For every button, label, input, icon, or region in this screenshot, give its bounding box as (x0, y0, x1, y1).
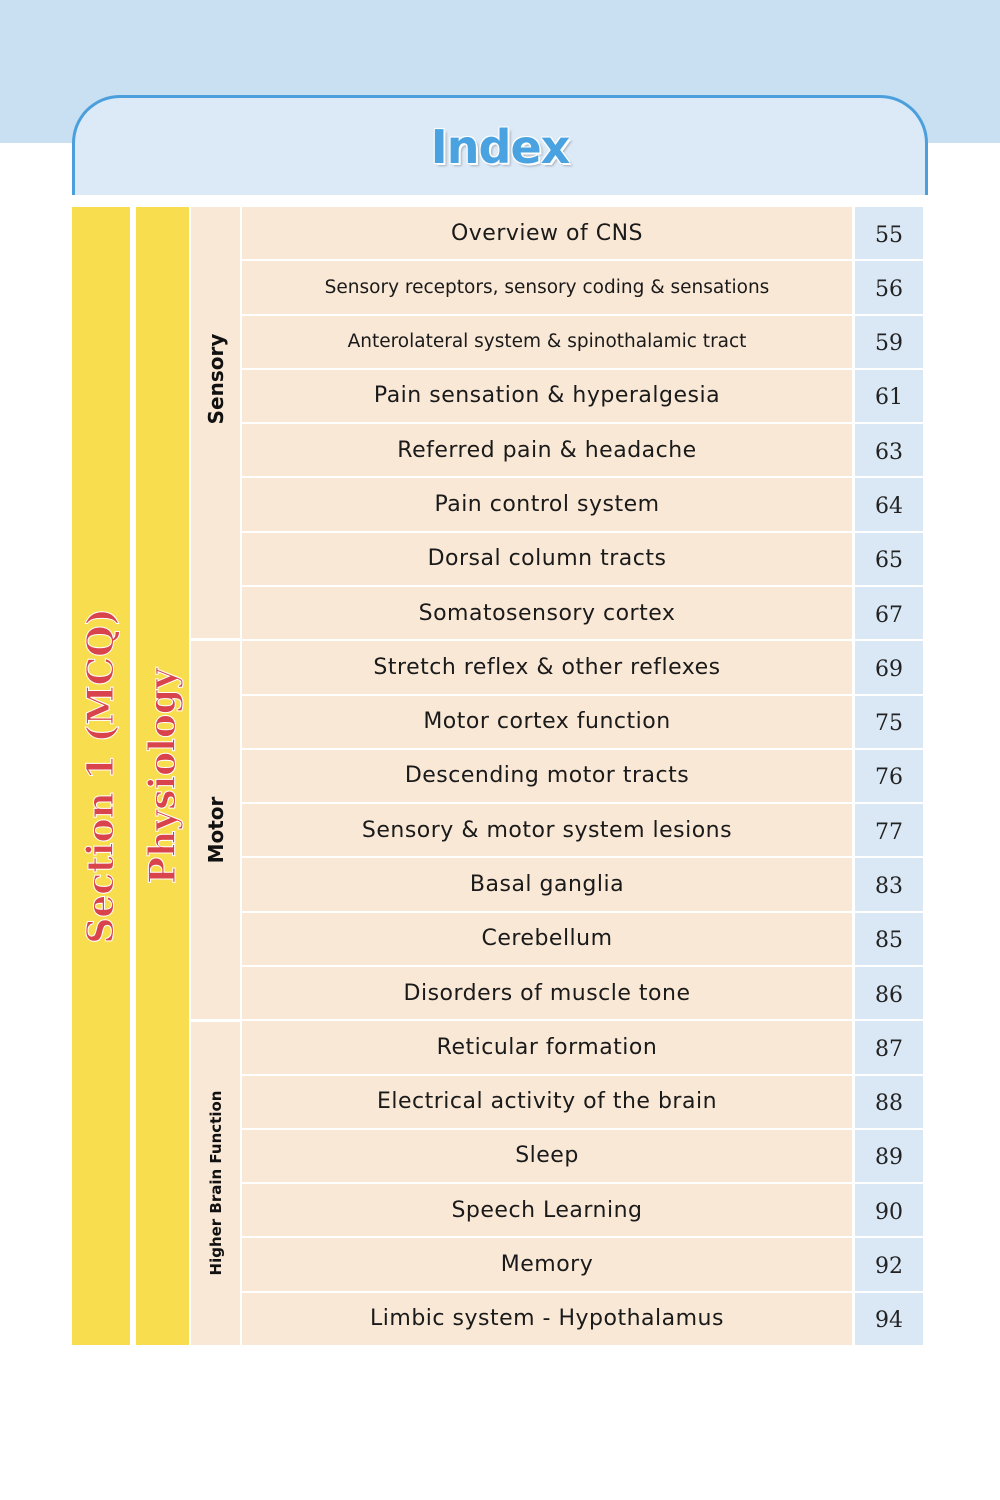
entry-page-number: 64 (855, 478, 923, 531)
entry-page-number: 59 (855, 315, 923, 368)
index-entry[interactable]: Overview of CNS 55 (242, 207, 923, 262)
entry-page-number: 87 (855, 1021, 923, 1074)
index-entry[interactable]: Descending motor tracts 76 (242, 749, 923, 805)
entry-title: Memory (242, 1238, 852, 1291)
index-entry[interactable]: Electrical activity of the brain 88 (242, 1075, 923, 1130)
entry-page-number: 56 (855, 261, 923, 314)
entry-title: Overview of CNS (242, 207, 852, 260)
entry-title: Reticular formation (242, 1021, 852, 1074)
entry-title: Referred pain & headache (242, 424, 852, 477)
index-entry[interactable]: Limbic system - Hypothalamus 94 (242, 1292, 923, 1345)
index-entry[interactable]: Pain sensation & hyperalgesia 61 (242, 369, 923, 425)
index-table: Section 1 (MCQ) Physiology Sensory Motor H… (72, 207, 923, 1345)
entry-page-number: 77 (855, 804, 923, 857)
entry-page-number: 85 (855, 912, 923, 965)
index-entry[interactable]: Speech Learning 90 (242, 1184, 923, 1239)
entry-title: Basal ganglia (242, 858, 852, 911)
group-column: Sensory Motor Higher Brain Function (191, 207, 240, 1345)
entry-page-number: 92 (855, 1238, 923, 1291)
entry-title: Descending motor tracts (242, 749, 852, 803)
index-rows: Overview of CNS 55 Sensory receptors, sens… (242, 207, 923, 1345)
index-entry[interactable]: Cerebellum 85 (242, 912, 923, 967)
entry-page-number: 86 (855, 966, 923, 1020)
entry-title: Sensory & motor system lesions (242, 804, 852, 857)
entry-title: Speech Learning (242, 1184, 852, 1237)
entry-title: Disorders of muscle tone (242, 966, 852, 1020)
entry-title: Sensory receptors, sensory coding & sens… (242, 261, 852, 314)
index-entry[interactable]: Sensory receptors, sensory coding & sens… (242, 261, 923, 316)
index-header: Index (72, 95, 928, 195)
index-entry[interactable]: Stretch reflex & other reflexes 69 (242, 641, 923, 696)
entry-title: Anterolateral system & spinothalamic tra… (242, 315, 852, 368)
entry-page-number: 63 (855, 424, 923, 477)
page-title: Index (430, 120, 571, 174)
group-label: Motor (203, 796, 228, 864)
subject-label: Physiology (141, 668, 184, 885)
section-label: Section 1 (MCQ) (80, 608, 123, 944)
entry-title: Pain sensation & hyperalgesia (242, 369, 852, 423)
entry-title: Pain control system (242, 478, 852, 531)
index-entry[interactable]: Dorsal column tracts 65 (242, 532, 923, 587)
index-entry[interactable]: Reticular formation 87 (242, 1021, 923, 1076)
section-column: Section 1 (MCQ) (72, 207, 130, 1345)
index-entry[interactable]: Referred pain & headache 63 (242, 424, 923, 479)
index-entry[interactable]: Motor cortex function 75 (242, 695, 923, 750)
entry-page-number: 55 (855, 207, 923, 260)
entry-title: Cerebellum (242, 912, 852, 965)
entry-page-number: 65 (855, 532, 923, 585)
index-entry[interactable]: Memory 92 (242, 1238, 923, 1293)
entry-title: Stretch reflex & other reflexes (242, 641, 852, 694)
group-label: Higher Brain Function (206, 1090, 225, 1276)
index-entry[interactable]: Anterolateral system & spinothalamic tra… (242, 315, 923, 370)
entry-page-number: 89 (855, 1129, 923, 1183)
entry-page-number: 76 (855, 749, 923, 803)
entry-page-number: 94 (855, 1292, 923, 1345)
group-label: Sensory (203, 334, 228, 425)
entry-page-number: 69 (855, 641, 923, 694)
group-higher-brain-function: Higher Brain Function (191, 1021, 240, 1345)
index-entry[interactable]: Basal ganglia 83 (242, 858, 923, 913)
group-motor: Motor (191, 641, 240, 1022)
entry-page-number: 75 (855, 695, 923, 748)
entry-title: Dorsal column tracts (242, 532, 852, 585)
entry-page-number: 83 (855, 858, 923, 911)
entry-title: Sleep (242, 1129, 852, 1183)
group-sensory: Sensory (191, 207, 240, 642)
entry-title: Motor cortex function (242, 695, 852, 748)
subject-column: Physiology (136, 207, 189, 1345)
entry-page-number: 61 (855, 369, 923, 423)
index-entry[interactable]: Pain control system 64 (242, 478, 923, 533)
entry-page-number: 88 (855, 1075, 923, 1128)
entry-page-number: 90 (855, 1184, 923, 1237)
index-entry[interactable]: Somatosensory cortex 67 (242, 586, 923, 642)
index-entry[interactable]: Sleep 89 (242, 1129, 923, 1185)
entry-page-number: 67 (855, 586, 923, 640)
index-entry[interactable]: Disorders of muscle tone 86 (242, 966, 923, 1022)
entry-title: Somatosensory cortex (242, 586, 852, 640)
entry-title: Limbic system - Hypothalamus (242, 1292, 852, 1345)
index-entry[interactable]: Sensory & motor system lesions 77 (242, 804, 923, 859)
entry-title: Electrical activity of the brain (242, 1075, 852, 1128)
